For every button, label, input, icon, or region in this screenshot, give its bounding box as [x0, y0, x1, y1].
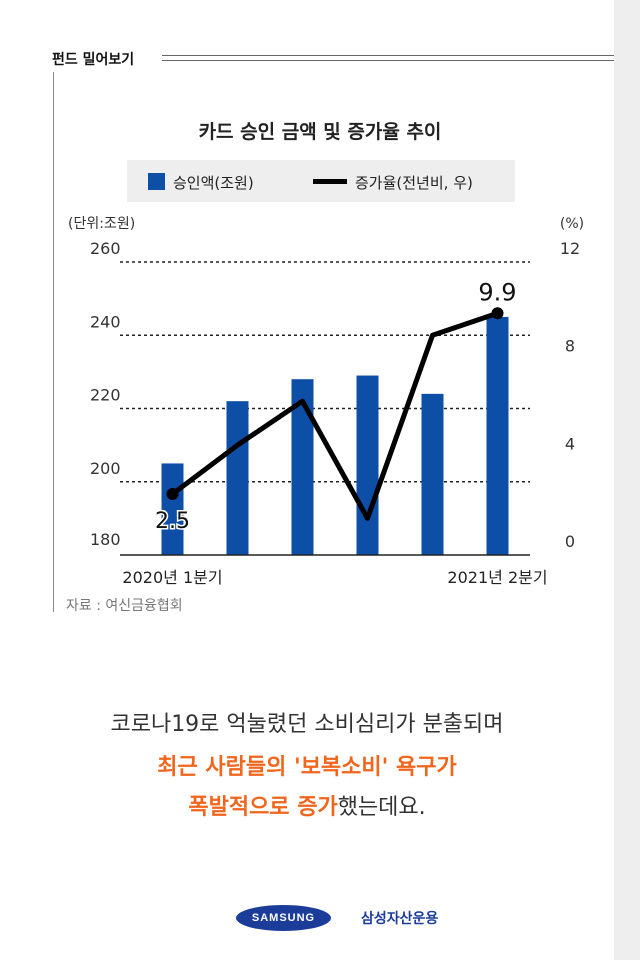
grid-layer — [120, 261, 530, 483]
message-line-1: 코로나19로 억눌렸던 소비심리가 분출되며 — [110, 712, 504, 737]
right-axis-unit: (%) — [560, 216, 584, 232]
y-left-tick-label: 180 — [90, 530, 121, 549]
legend-line-label: 증가율(전년비, 우) — [355, 174, 473, 192]
left-axis-unit: (단위:조원) — [68, 216, 135, 232]
legend-line-swatch — [313, 179, 347, 184]
legend-bar-swatch — [148, 173, 165, 190]
header-rule-top — [162, 55, 614, 56]
line-layer: 2.5 9.9 — [154, 278, 517, 535]
side-strip — [614, 0, 640, 960]
data-label: 9.9 — [478, 278, 516, 306]
x-tick-label: 2021년 2분기 — [447, 568, 547, 587]
footer: SAMSUNG 삼성자산운용 — [236, 905, 438, 931]
y-right-tick-label: 0 — [565, 532, 575, 551]
data-label: 2.5 — [155, 509, 190, 534]
bar — [356, 375, 379, 555]
message-line-2: 최근 사람들의 '보복소비' 욕구가 — [157, 755, 457, 780]
chart: 카드 승인 금액 및 증가율 추이 승인액(조원) 증가율(전년비, 우) (단… — [68, 121, 584, 587]
bar — [486, 316, 509, 555]
left-rule — [53, 72, 54, 612]
y-right-tick-label: 4 — [565, 434, 575, 453]
source-note: 자료 : 여신금융협회 — [66, 598, 183, 614]
header-rule-bottom — [162, 60, 614, 61]
bar — [291, 379, 314, 555]
brand-name: 삼성자산운용 — [361, 911, 439, 927]
y-left-tick-label: 220 — [90, 386, 121, 405]
section-header: 펀드 밀어보기 — [52, 52, 135, 68]
bar — [161, 463, 184, 555]
y-left-tick-label: 260 — [90, 239, 121, 258]
line-point — [166, 487, 179, 500]
bar — [226, 401, 249, 555]
axis-layer: 180 200 220 240 260 0 4 8 12 2020년 1분기 2021년 2분기 — [90, 239, 580, 587]
y-right-tick-label: 12 — [560, 239, 580, 258]
y-right-tick-label: 8 — [565, 337, 575, 356]
message-highlight: 폭발적으로 증가 — [188, 795, 338, 820]
x-tick-label: 2020년 1분기 — [122, 568, 222, 587]
message-rest: 했는데요. — [337, 795, 426, 820]
samsung-logo: SAMSUNG — [236, 905, 331, 931]
growth-line — [170, 310, 499, 521]
y-left-tick-label: 200 — [90, 459, 121, 478]
y-left-tick-label: 240 — [90, 312, 121, 331]
chart-title: 카드 승인 금액 및 증가율 추이 — [199, 121, 442, 143]
legend-bar-label: 승인액(조원) — [173, 174, 254, 192]
bar — [421, 393, 444, 555]
line-point — [491, 307, 504, 320]
message-line-3: 폭발적으로 증가했는데요. — [0, 789, 614, 821]
bars-layer — [161, 316, 509, 555]
